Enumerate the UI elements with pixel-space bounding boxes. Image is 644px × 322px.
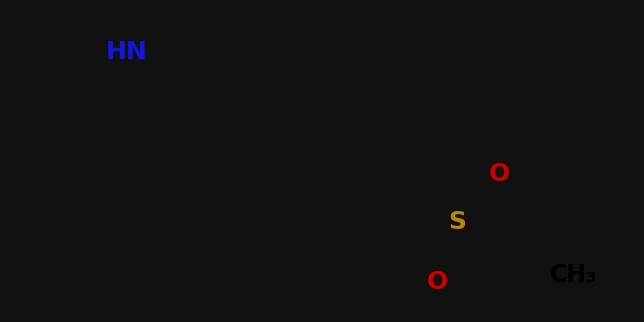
Text: S: S (448, 210, 466, 233)
Text: CH₃: CH₃ (549, 263, 597, 287)
Text: HN: HN (106, 40, 147, 64)
Text: O: O (489, 162, 511, 186)
Text: O: O (427, 270, 448, 294)
